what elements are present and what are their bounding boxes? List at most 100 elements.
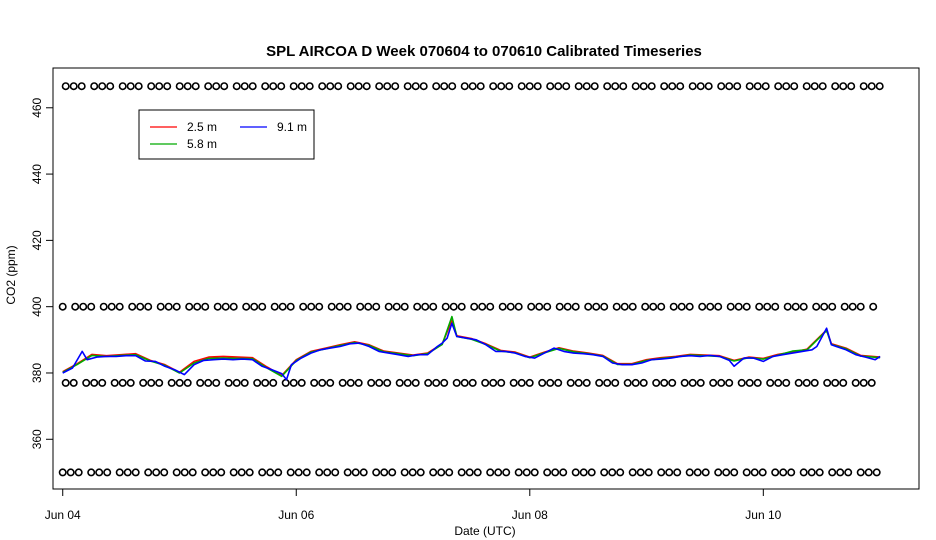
circle-marker xyxy=(110,378,119,387)
circle-marker xyxy=(755,302,764,311)
circle-marker xyxy=(384,302,393,311)
circle-marker xyxy=(616,468,625,477)
circle-marker xyxy=(204,378,213,387)
circle-marker xyxy=(856,468,865,477)
circle-marker xyxy=(641,302,650,311)
circle-marker xyxy=(66,468,75,477)
circle-marker xyxy=(489,82,498,91)
circle-marker xyxy=(807,468,816,477)
circle-marker xyxy=(245,468,254,477)
circle-marker xyxy=(571,302,580,311)
circle-marker xyxy=(403,378,412,387)
circle-marker xyxy=(851,378,860,387)
circle-marker xyxy=(383,378,392,387)
circle-marker xyxy=(185,302,194,311)
circle-marker xyxy=(87,468,96,477)
circle-marker xyxy=(388,468,397,477)
circle-marker xyxy=(631,378,640,387)
circle-marker xyxy=(525,82,534,91)
circle-marker xyxy=(669,302,678,311)
circle-marker xyxy=(505,82,514,91)
circle-marker xyxy=(517,82,526,91)
circle-marker xyxy=(494,468,503,477)
circle-marker xyxy=(90,82,99,91)
circle-marker xyxy=(787,468,796,477)
legend-label: 5.8 m xyxy=(187,137,217,151)
circle-marker xyxy=(543,302,552,311)
circle-marker xyxy=(164,302,173,311)
circle-marker xyxy=(323,468,332,477)
circle-marker xyxy=(704,82,713,91)
circle-marker xyxy=(318,378,327,387)
circle-marker xyxy=(600,302,609,311)
circle-marker xyxy=(771,468,780,477)
circle-marker xyxy=(498,302,507,311)
circle-marker xyxy=(810,378,819,387)
circle-marker xyxy=(457,468,466,477)
circle-marker xyxy=(579,468,588,477)
circle-marker xyxy=(628,468,637,477)
circle-marker xyxy=(730,468,739,477)
circle-marker xyxy=(286,468,295,477)
circle-marker xyxy=(574,82,583,91)
circle-marker xyxy=(351,468,360,477)
circle-marker xyxy=(478,302,487,311)
circle-marker xyxy=(595,378,604,387)
circle-marker xyxy=(147,378,156,387)
y-tick-label: 400 xyxy=(30,296,44,316)
circle-marker xyxy=(327,302,336,311)
circle-marker xyxy=(660,378,669,387)
circle-marker xyxy=(530,468,539,477)
circle-marker xyxy=(248,82,257,91)
circle-marker xyxy=(163,82,172,91)
y-tick-label: 440 xyxy=(30,164,44,184)
circle-marker xyxy=(665,468,674,477)
circle-marker xyxy=(315,468,324,477)
circle-marker xyxy=(232,82,241,91)
circle-marker xyxy=(429,468,438,477)
circle-marker xyxy=(61,82,70,91)
circle-marker xyxy=(391,82,400,91)
circle-marker xyxy=(156,302,165,311)
circle-marker xyxy=(742,302,751,311)
circle-marker xyxy=(566,378,575,387)
circle-marker xyxy=(128,302,137,311)
circle-marker xyxy=(69,82,78,91)
circle-marker xyxy=(266,468,275,477)
circle-marker xyxy=(115,302,124,311)
circle-marker xyxy=(229,468,238,477)
circle-marker xyxy=(106,82,115,91)
circle-marker xyxy=(753,378,762,387)
circle-marker xyxy=(660,82,669,91)
circle-marker xyxy=(517,378,526,387)
circle-marker xyxy=(346,82,355,91)
circle-marker xyxy=(191,82,200,91)
circle-marker xyxy=(774,82,783,91)
circle-marker xyxy=(611,378,620,387)
circle-marker xyxy=(250,302,259,311)
circle-marker xyxy=(413,302,422,311)
circle-marker xyxy=(278,302,287,311)
circle-marker xyxy=(118,82,127,91)
circle-marker xyxy=(87,302,96,311)
circle-marker xyxy=(701,468,710,477)
circle-marker xyxy=(240,378,249,387)
circle-marker xyxy=(334,82,343,91)
circle-marker xyxy=(763,302,772,311)
circle-marker xyxy=(875,82,884,91)
circle-marker xyxy=(543,468,552,477)
circle-marker xyxy=(799,468,808,477)
circle-marker xyxy=(791,302,800,311)
circle-marker xyxy=(424,378,433,387)
circle-marker xyxy=(725,82,734,91)
circle-marker xyxy=(782,82,791,91)
circle-marker xyxy=(261,378,270,387)
circle-marker xyxy=(753,82,762,91)
x-axis: Jun 04 Jun 06 Jun 08 Jun 10 xyxy=(45,489,782,522)
circle-marker xyxy=(99,302,108,311)
circle-marker xyxy=(470,302,479,311)
circle-marker xyxy=(58,468,67,477)
circle-marker xyxy=(432,378,441,387)
circle-marker xyxy=(782,378,791,387)
circle-marker xyxy=(693,468,702,477)
